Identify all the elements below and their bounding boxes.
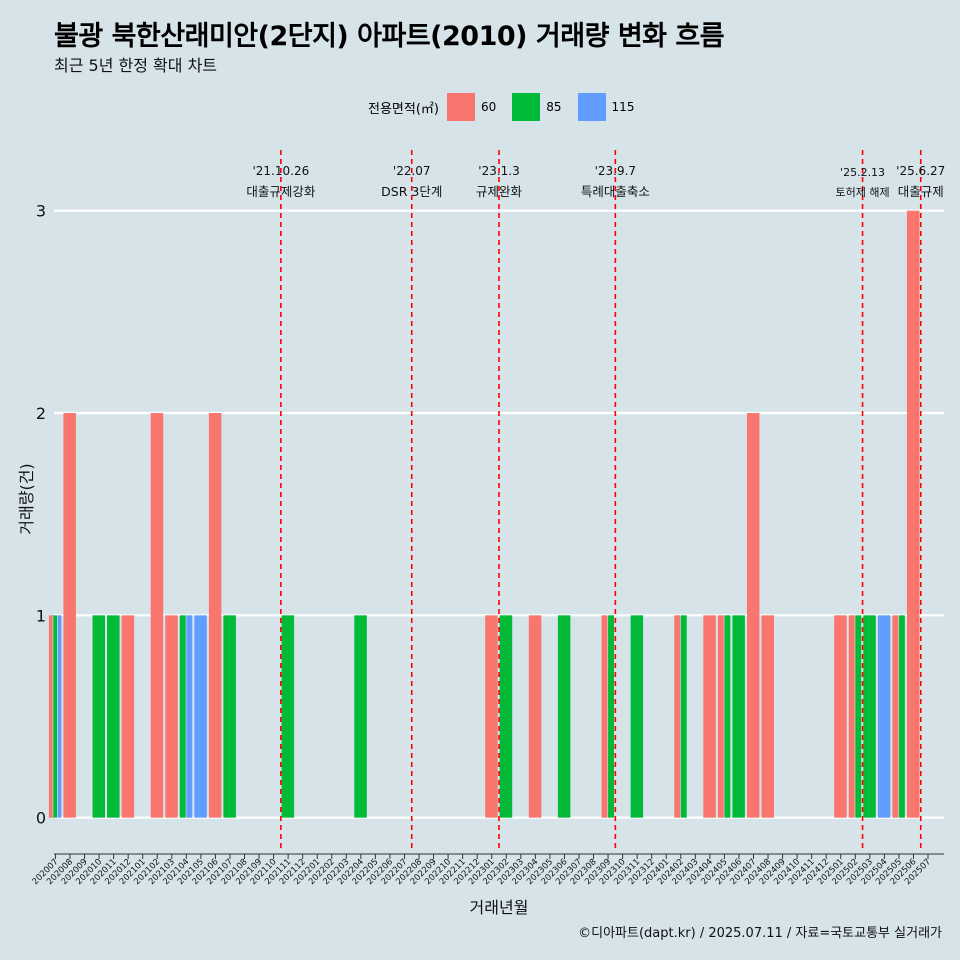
y-tick-label: 1 (36, 606, 46, 625)
chart-subtitle: 최근 5년 한정 확대 차트 (54, 56, 218, 75)
bar-85-202104 (179, 615, 186, 818)
bar-60-202102 (150, 413, 164, 818)
bar-85-202502 (855, 615, 862, 818)
bar-115-202007 (57, 615, 62, 818)
event-date: '25.2.13 (840, 166, 885, 179)
x-axis-title: 거래년월 (470, 898, 529, 917)
bar-60-202402 (674, 615, 681, 818)
y-tick-label: 3 (36, 202, 46, 221)
bar-60-202304 (528, 615, 542, 818)
bar-85-202011 (107, 615, 120, 818)
bar-85-202505 (898, 615, 905, 818)
bar-115-202104 (186, 615, 193, 818)
bar-60-202502 (848, 615, 855, 818)
bar-60-202408 (761, 615, 774, 818)
source-caption: ©디아파트(dapt.kr) / 2025.07.11 / 자료=국토교통부 실… (578, 926, 942, 941)
y-tick-label: 2 (36, 404, 46, 423)
bar-60-202506 (906, 210, 920, 818)
bar-85-202111 (281, 615, 295, 818)
bar-85-202010 (92, 615, 106, 818)
bar-85-202204 (354, 615, 367, 818)
bar-60-202501 (834, 615, 847, 818)
event-date: '23.1.3 (478, 164, 519, 178)
legend-swatch-115 (577, 93, 606, 121)
bar-60-202309 (601, 615, 608, 818)
bar-85-202309 (608, 615, 615, 818)
bar-85-202306 (557, 615, 571, 818)
event-label: 토허제 해제 (836, 185, 890, 199)
legend-swatch-60 (446, 93, 475, 121)
bar-115-202504 (877, 615, 891, 818)
legend-label-85: 85 (546, 100, 562, 114)
bar-85-202405 (724, 615, 731, 818)
bar-85-202402 (680, 615, 687, 818)
bar-85-202107 (223, 615, 236, 818)
event-label: 대출규제 (898, 184, 944, 199)
bar-85-202503 (863, 615, 876, 818)
bar-60-202301 (485, 615, 498, 818)
bar-85-202302 (499, 615, 513, 818)
bar-115-202105 (194, 615, 207, 818)
bar-60-202407 (746, 413, 760, 818)
y-tick-label: 0 (36, 809, 46, 828)
legend: 전용면적(㎡) 60 85 115 (368, 93, 650, 121)
bar-60-202012 (121, 615, 135, 818)
event-label: 특례대출축소 (581, 184, 650, 199)
event-date: '25.6.27 (896, 164, 945, 178)
bar-60-202505 (892, 615, 899, 818)
event-label: 규제완화 (476, 184, 523, 199)
event-date: '23.9.7 (595, 164, 636, 178)
legend-label-60: 60 (480, 100, 497, 114)
legend-title: 전용면적(㎡) (368, 101, 439, 117)
legend-swatch-85 (512, 93, 541, 121)
bar-60-202404 (703, 615, 716, 818)
bar-60-202007 (48, 615, 53, 818)
bar-60-202106 (208, 413, 222, 818)
legend-label-115: 115 (611, 100, 635, 114)
bar-85-202007 (53, 615, 58, 818)
y-axis-title: 거래량(건) (17, 463, 36, 534)
event-date: '21.10.26 (252, 164, 309, 178)
bar-85-202406 (732, 615, 745, 818)
chart-title: 불광 북한산래미안(2단지) 아파트(2010) 거래량 변화 흐름 (54, 21, 725, 52)
event-label: DSR 3단계 (381, 184, 442, 199)
bar-60-202405 (717, 615, 724, 818)
bar-60-202008 (63, 413, 76, 818)
bar-85-202311 (630, 615, 644, 818)
bar-60-202103 (165, 615, 178, 818)
event-date: '22.07 (393, 164, 431, 178)
event-label: 대출규제강화 (246, 184, 316, 199)
